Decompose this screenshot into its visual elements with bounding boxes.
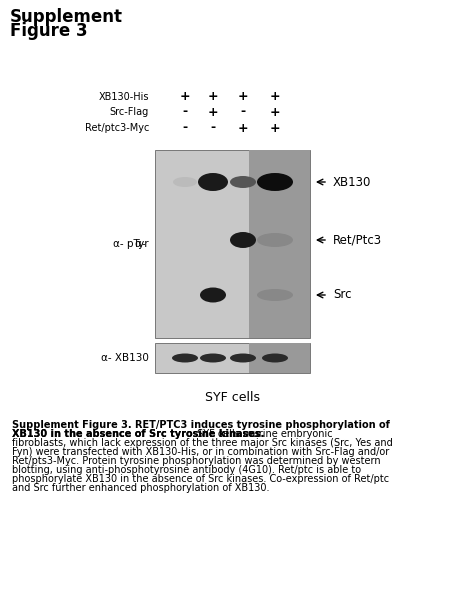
Ellipse shape: [257, 289, 293, 301]
Bar: [249, 343, 310, 373]
Text: -: -: [211, 121, 216, 134]
Text: +: +: [208, 91, 218, 103]
Text: Ret/Ptc3: Ret/Ptc3: [333, 233, 382, 247]
Ellipse shape: [173, 177, 197, 187]
Ellipse shape: [230, 176, 256, 188]
Text: Figure 3: Figure 3: [10, 22, 88, 40]
Ellipse shape: [172, 353, 198, 362]
Text: Src: Src: [333, 289, 351, 301]
Text: XB130: XB130: [333, 175, 371, 188]
Text: Fyn) were transfected with XB130-His, or in combination with Src-Flag and/or: Fyn) were transfected with XB130-His, or…: [12, 447, 389, 457]
Text: and Src further enhanced phosphorylation of XB130.: and Src further enhanced phosphorylation…: [12, 483, 270, 493]
Ellipse shape: [230, 232, 256, 248]
Ellipse shape: [257, 233, 293, 247]
Text: +: +: [270, 121, 280, 134]
Text: Ret/ptc3-Myc: Ret/ptc3-Myc: [85, 123, 149, 133]
Text: -: -: [182, 121, 188, 134]
Bar: [249, 150, 310, 338]
Ellipse shape: [257, 173, 293, 191]
Ellipse shape: [200, 287, 226, 302]
Text: phosphorylate XB130 in the absence of Src kinases. Co-expression of Ret/ptc: phosphorylate XB130 in the absence of Sr…: [12, 474, 389, 484]
Text: Ret/pts3-Myc. Protein tyrosine phosphorylation was determined by western: Ret/pts3-Myc. Protein tyrosine phosphory…: [12, 456, 381, 466]
Text: +: +: [238, 121, 248, 134]
Text: +: +: [270, 91, 280, 103]
Ellipse shape: [198, 173, 228, 191]
Text: XB130 in the absence of Src tyrosine kinases.: XB130 in the absence of Src tyrosine kin…: [12, 429, 265, 439]
Text: SYF cells: SYF cells: [205, 391, 260, 404]
Text: +: +: [238, 91, 248, 103]
Ellipse shape: [200, 353, 226, 362]
Text: -: -: [182, 106, 188, 118]
Text: -: -: [240, 106, 246, 118]
Text: α- XB130: α- XB130: [101, 353, 149, 363]
Ellipse shape: [262, 353, 288, 362]
Text: α-: α-: [135, 239, 149, 249]
Text: α- pTyr: α- pTyr: [113, 239, 149, 249]
Text: Supplement: Supplement: [10, 8, 123, 26]
Bar: [155, 343, 310, 373]
Text: +: +: [270, 106, 280, 118]
Ellipse shape: [230, 353, 256, 362]
Bar: [155, 150, 310, 338]
Text: XB130-His: XB130-His: [99, 92, 149, 102]
Text: +: +: [208, 106, 218, 118]
Text: +: +: [180, 91, 190, 103]
Text: Src-Flag: Src-Flag: [110, 107, 149, 117]
Text: blotting, using anti-phosphotyrosine antibody (4G10). Ret/ptc is able to: blotting, using anti-phosphotyrosine ant…: [12, 465, 361, 475]
Text: SYF cells murine embryonic: SYF cells murine embryonic: [194, 429, 333, 439]
Text: Supplement Figure 3. RET/PTC3 induces tyrosine phosphorylation of: Supplement Figure 3. RET/PTC3 induces ty…: [12, 420, 390, 430]
Text: XB130 in the absence of Src tyrosine kinases.: XB130 in the absence of Src tyrosine kin…: [12, 429, 265, 439]
Text: fibroblasts, which lack expression of the three major Src kinases (Src, Yes and: fibroblasts, which lack expression of th…: [12, 438, 393, 448]
